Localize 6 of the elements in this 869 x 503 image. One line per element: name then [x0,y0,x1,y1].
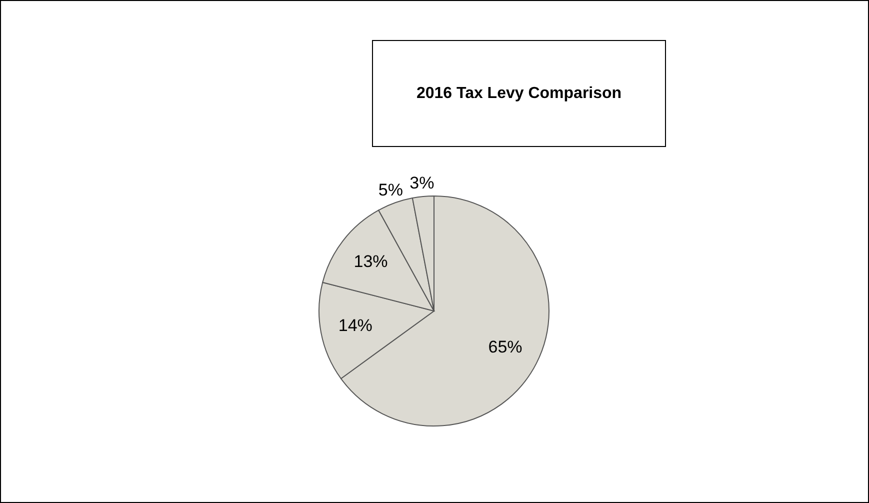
data-label: 3% [410,174,434,193]
data-label: 65% [488,337,522,356]
chart-title: 2016 Tax Levy Comparison [415,85,623,103]
data-label: 14% [338,316,372,335]
data-label: 13% [354,252,388,271]
data-label: 5% [378,180,403,200]
